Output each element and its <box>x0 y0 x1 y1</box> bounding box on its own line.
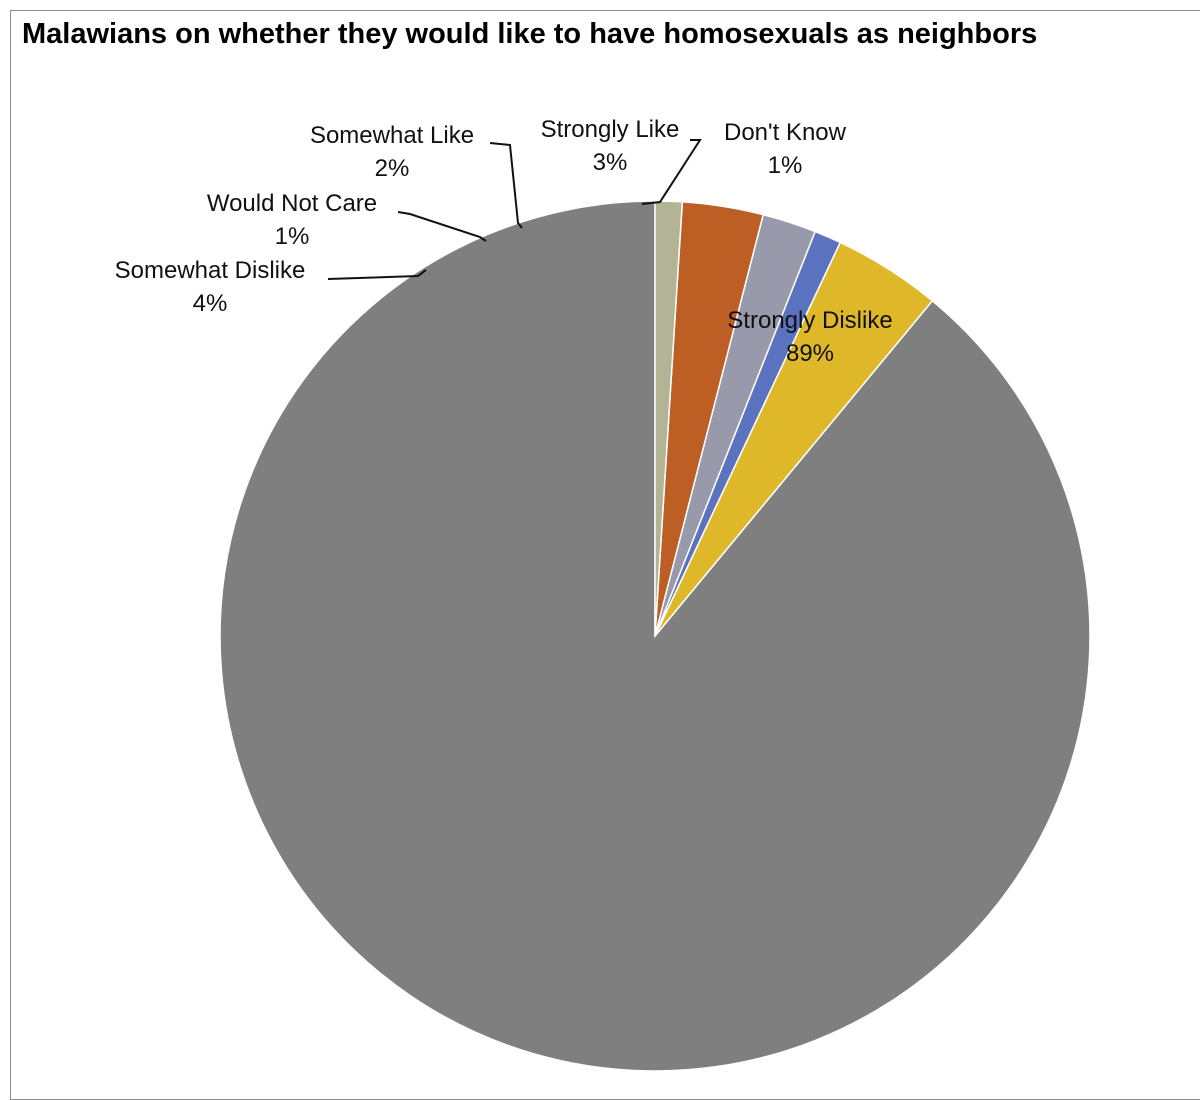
pie-slice-don-t-know <box>654 200 684 637</box>
slice-category-label: Somewhat Like <box>310 122 474 149</box>
slice-value-label: 4% <box>193 290 228 317</box>
slice-category-label: Would Not Care <box>207 190 377 217</box>
leader-lines <box>327 139 702 280</box>
slice-category-label: Somewhat Dislike <box>115 257 306 284</box>
slice-value-label: 2% <box>375 155 410 182</box>
leader-line <box>397 211 487 242</box>
chart-title: Malawians on whether they would like to … <box>22 18 1038 50</box>
slice-value-label: 3% <box>593 149 628 176</box>
pie-slices <box>219 200 1091 1072</box>
slice-labels: Strongly Dislike 89% Somewhat Dislike 4% Wou… <box>115 116 893 367</box>
leader-line <box>641 139 702 205</box>
slice-category-label: Strongly Dislike <box>727 307 892 334</box>
slice-value-label: 1% <box>275 223 310 250</box>
slice-value-label: 89% <box>786 340 834 367</box>
leader-line <box>327 269 427 280</box>
leader-line <box>489 142 523 229</box>
slice-value-label: 1% <box>768 152 803 179</box>
slice-category-label: Strongly Like <box>541 116 680 143</box>
slice-category-label: Don't Know <box>724 119 847 146</box>
